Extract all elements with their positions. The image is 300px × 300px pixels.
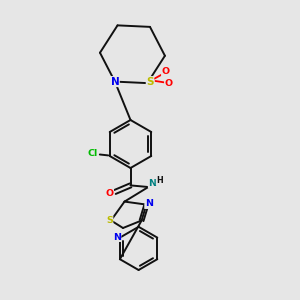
Text: H: H xyxy=(156,176,163,185)
Text: N: N xyxy=(148,179,156,188)
Text: O: O xyxy=(161,67,170,76)
Text: N: N xyxy=(145,200,153,208)
Text: N: N xyxy=(113,232,121,242)
Text: S: S xyxy=(106,216,113,225)
Text: S: S xyxy=(146,76,154,87)
Text: N: N xyxy=(110,76,119,87)
Text: Cl: Cl xyxy=(88,149,98,158)
Text: O: O xyxy=(164,79,173,88)
Text: O: O xyxy=(105,189,114,198)
